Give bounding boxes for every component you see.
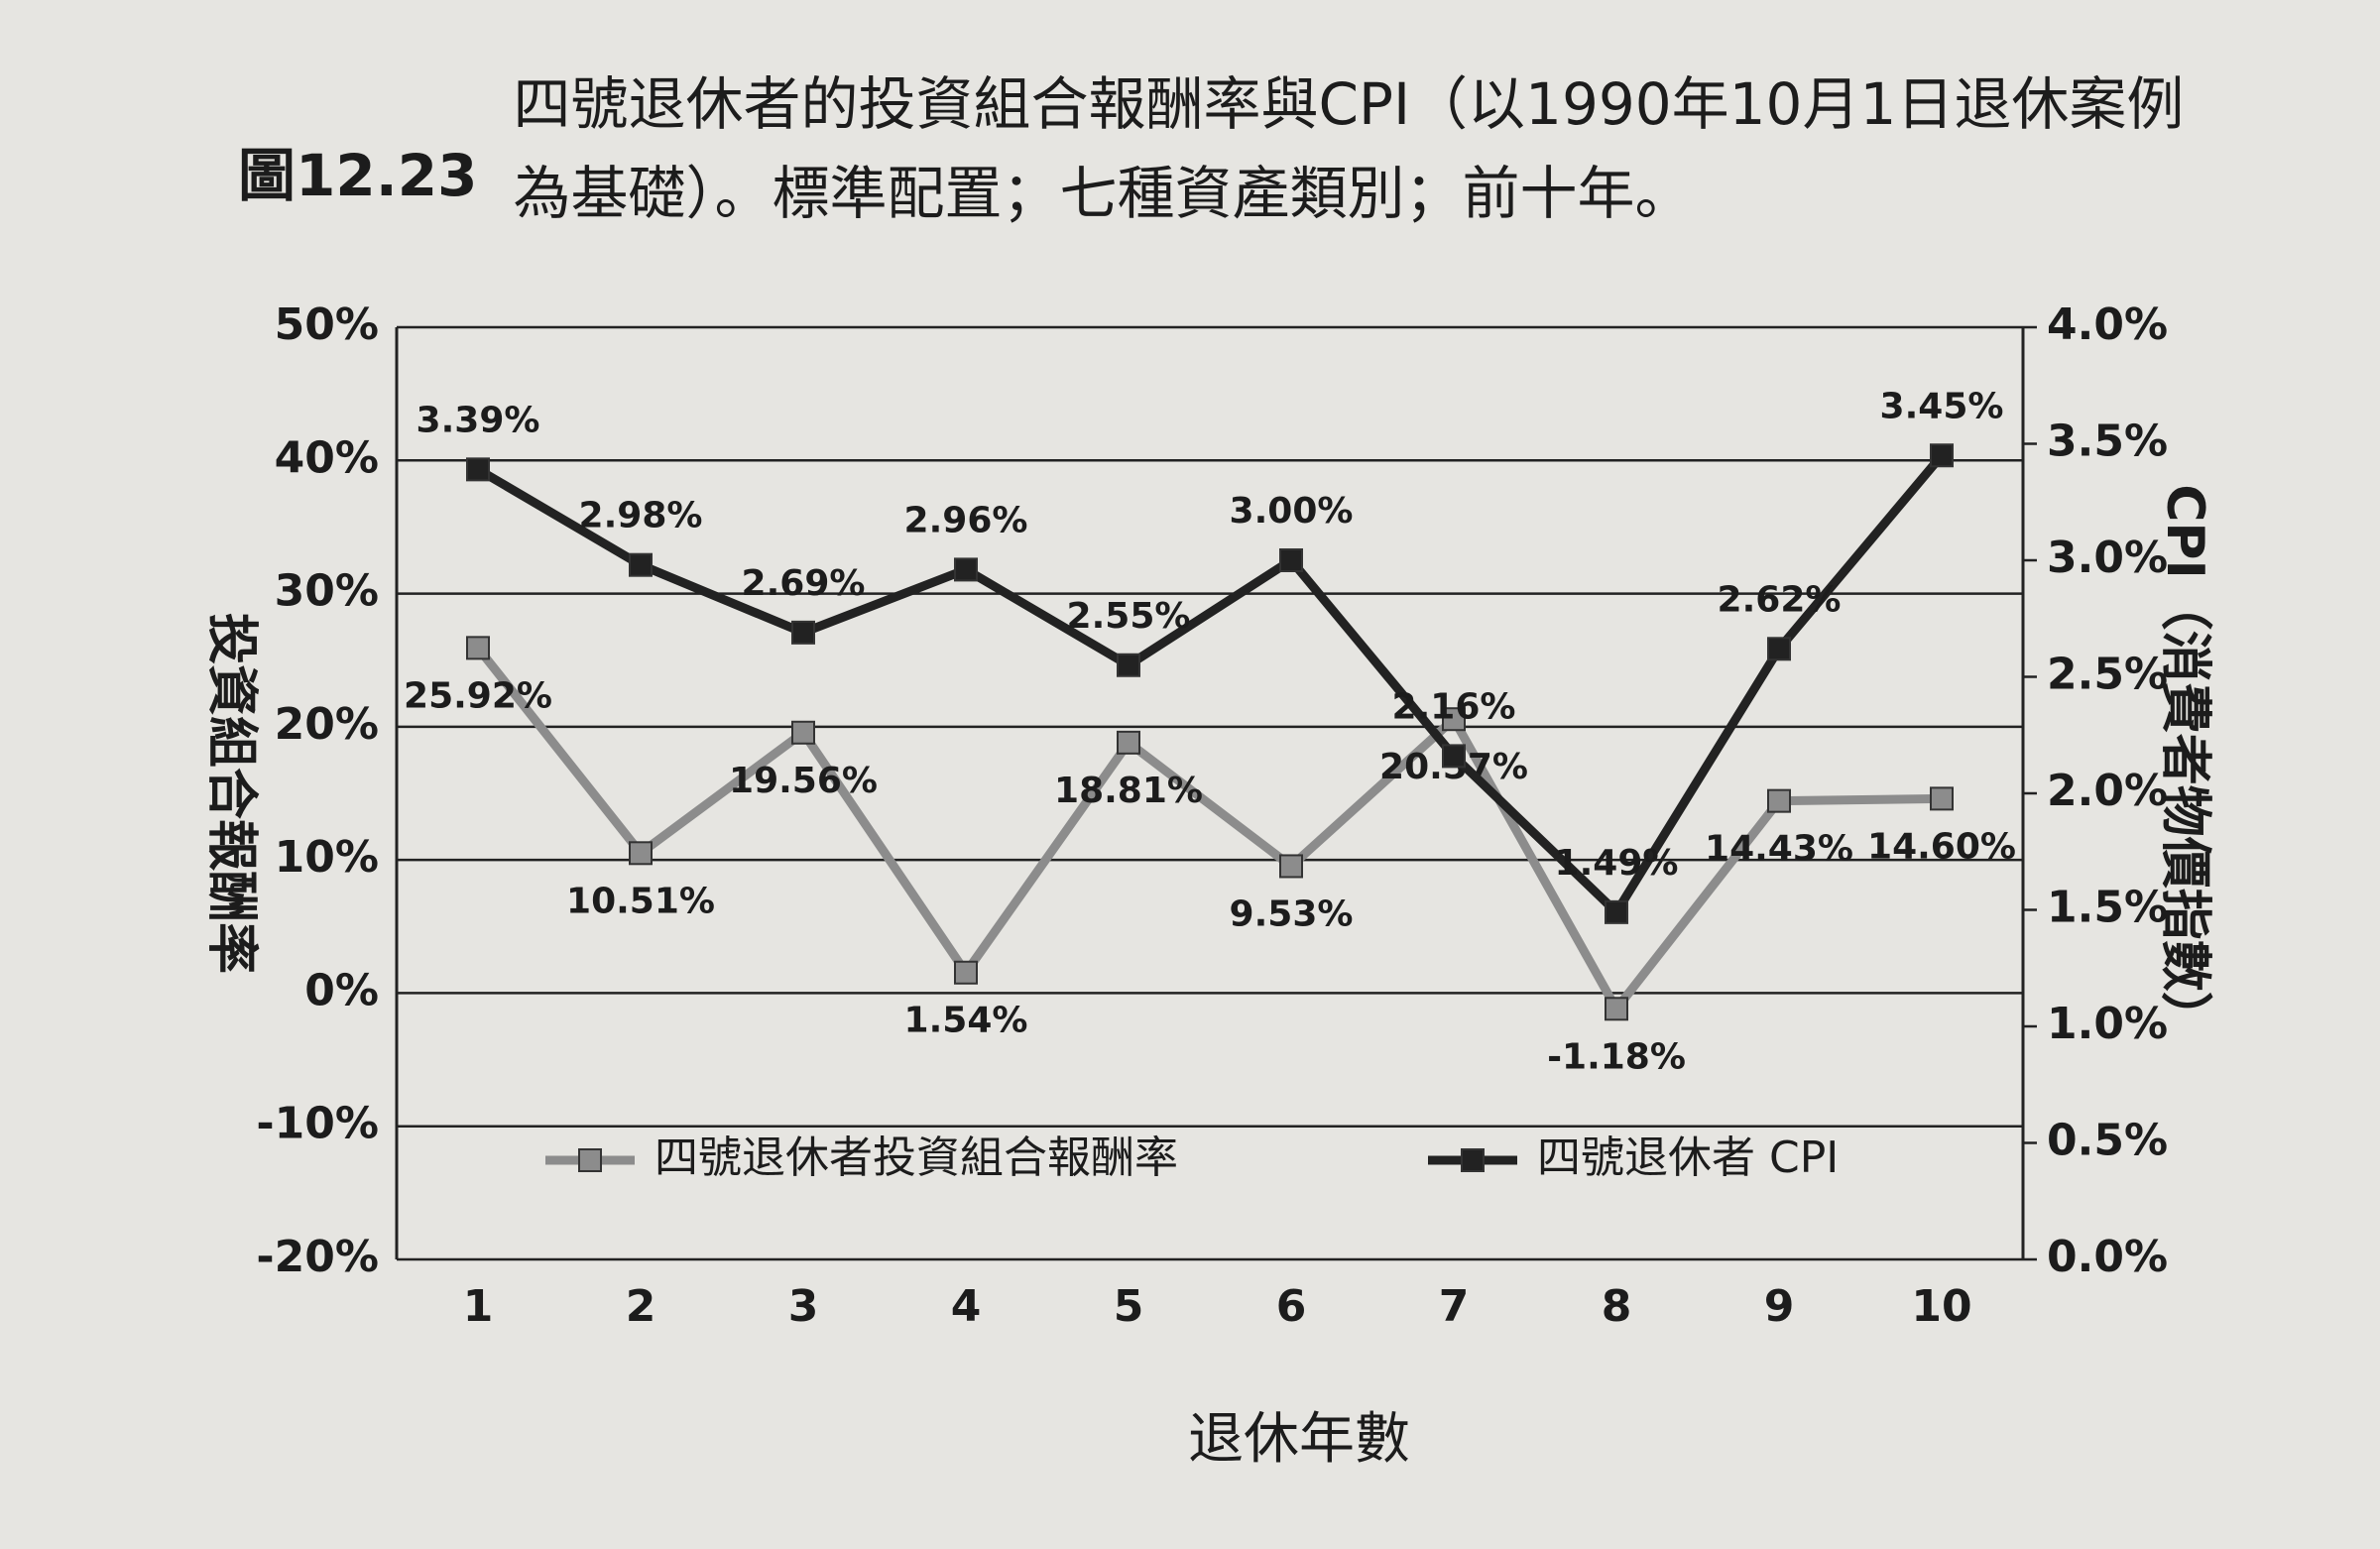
data-point [629,841,653,866]
data-label: 1.54% [904,1001,1028,1041]
x-tick-label: 5 [1114,1281,1144,1332]
data-point [954,557,978,582]
x-axis-label: 退休年數 [1188,1407,1410,1472]
header: 圖12.23 四號退休者的投資組合報酬率與CPI（以1990年10月1日退休案例… [238,60,2221,238]
data-point [1279,548,1303,572]
y-tick-label: 30% [275,566,379,617]
data-label: 2.96% [904,500,1028,540]
y-tick-label: -10% [256,1099,379,1149]
data-label: 3.00% [1230,491,1354,532]
data-label: 2.55% [1067,596,1191,637]
data-label: 3.45% [1880,386,2004,426]
data-point [1442,707,1466,732]
legend-label: 四號退休者投資組合報酬率 [654,1132,1178,1183]
y2-tick-label: 1.5% [2047,883,2168,933]
data-point [954,960,978,985]
data-point [1930,786,1954,811]
x-tick-label: 4 [951,1281,982,1332]
y2-tick-label: 2.5% [2047,650,2168,700]
x-tick-label: 9 [1764,1281,1795,1332]
y-tick-label: -20% [256,1232,379,1282]
data-label: 2.16% [1392,686,1516,727]
data-point [1279,854,1303,879]
y-tick-label: 10% [275,832,379,883]
x-tick-label: 10 [1911,1281,1971,1332]
x-tick-label: 3 [788,1281,819,1332]
data-label: 2.62% [1718,579,1842,620]
y2-tick-label: 2.0% [2047,766,2168,816]
series-line [475,452,1946,917]
data-label: 10.51% [566,881,715,921]
data-label: 1.49% [1555,843,1679,884]
y2-axis-label: CPI（消費者物價指數） [2155,484,2214,1043]
data-point [1117,730,1140,755]
data-label: 9.53% [1230,894,1354,934]
x-tick-label: 8 [1602,1281,1632,1332]
series-line [474,645,1943,1013]
data-point [1605,997,1628,1021]
data-label: 19.56% [729,761,878,801]
data-point [466,636,490,660]
figure-label: 圖12.23 [238,142,478,209]
y2-tick-label: 3.5% [2047,417,2168,467]
data-label: 14.60% [1867,826,2016,867]
y-axis-label: 投資組合報酬率 [201,613,261,974]
data-point [1767,637,1791,661]
data-label: 3.39% [416,400,540,440]
data-point [1442,744,1466,769]
data-point [466,457,490,482]
legend-label: 四號退休者 CPI [1537,1132,1839,1183]
x-tick-label: 2 [626,1281,656,1332]
data-point [1930,443,1954,468]
y2-tick-label: 0.0% [2047,1232,2168,1282]
data-label: 14.43% [1705,829,1853,870]
y2-tick-label: 3.0% [2047,533,2168,583]
x-tick-label: 7 [1439,1281,1470,1332]
legend-marker [1461,1148,1485,1172]
data-point [791,720,815,745]
data-point [791,620,815,645]
y2-tick-label: 4.0% [2047,299,2168,350]
chart-title: 四號退休者的投資組合報酬率與CPI（以1990年10月1日退休案例為基礎）。標準… [513,70,2185,227]
y2-tick-label: 0.5% [2047,1116,2168,1166]
y2-tick-label: 1.0% [2047,999,2168,1049]
data-label: 2.69% [742,563,866,604]
x-tick-label: 6 [1276,1281,1307,1332]
y-tick-label: 0% [304,965,379,1015]
y-tick-label: 40% [275,432,379,483]
legend-marker [578,1148,602,1172]
data-point [1767,788,1791,813]
data-label: -1.18% [1547,1036,1686,1077]
data-point [1117,653,1140,677]
y-tick-label: 50% [275,299,379,350]
x-tick-label: 1 [463,1281,494,1332]
data-label: 2.98% [579,496,703,536]
y-tick-label: 20% [275,699,379,750]
data-point [1605,899,1628,924]
data-label: 25.92% [404,675,552,716]
data-point [629,552,653,577]
data-label: 18.81% [1054,771,1203,811]
